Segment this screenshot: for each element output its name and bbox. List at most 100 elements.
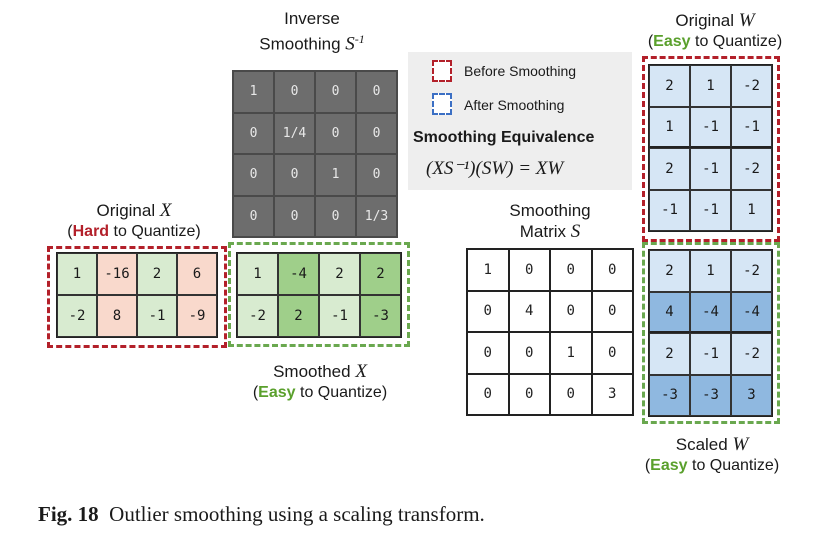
original-x-paren: ( [67, 223, 73, 240]
scaled-w-cell: 4 [649, 291, 690, 333]
original-x-cell: -16 [97, 253, 137, 295]
original-w-cell: 1 [649, 106, 690, 148]
smoothing-matrix-cell: 1 [550, 332, 592, 374]
inverse-smoothing-cell: 1 [315, 154, 356, 196]
original-w-title-line1: Original W [620, 10, 810, 31]
original-w-cell: -1 [690, 148, 731, 190]
inverse-smoothing-cell: 0 [356, 71, 397, 113]
original-x-cell: 8 [97, 295, 137, 337]
smoothed-x-paren: ( [252, 384, 259, 401]
scaled-w-difficulty: Easy [650, 457, 688, 474]
smoothed-x-cell: -3 [360, 295, 401, 337]
original-x-before-outline [47, 246, 227, 348]
inverse-smoothing-symbol: S [345, 33, 355, 55]
smoothed-x-symbol: X [355, 361, 367, 382]
original-w-matrix: 2 1 -2 1 -1 -1 2 -1 -2 -1 -1 1 [648, 64, 773, 232]
original-w-cell: -2 [731, 148, 772, 190]
original-w-cell: 2 [649, 148, 690, 190]
after-smoothing-label: After Smoothing [464, 97, 565, 113]
smoothing-matrix-cell: 4 [508, 290, 550, 332]
smoothing-matrix-cell: 0 [467, 332, 509, 374]
original-x-cell: 1 [57, 253, 97, 295]
inverse-smoothing-cell: 0 [233, 154, 274, 196]
smoothing-matrix-cell: 0 [591, 249, 633, 291]
smoothed-x-title: Smoothed X (Easy to Quantize) [220, 361, 420, 403]
smoothing-equation: (XS⁻¹)(SW) = XW [426, 158, 564, 179]
before-smoothing-label: Before Smoothing [464, 63, 577, 79]
original-x-title-line1: Original X [34, 200, 234, 221]
smoothed-x-cell: 2 [278, 295, 319, 337]
inverse-smoothing-title-line2-wrap: Smoothing S-1 [232, 29, 392, 55]
inverse-smoothing-cell: 0 [315, 71, 356, 113]
smoothed-x-cell: -1 [319, 295, 360, 337]
inverse-smoothing-title: Inverse Smoothing S-1 [232, 8, 392, 55]
original-w-cell: -1 [690, 189, 731, 231]
original-x-difficulty: Hard [72, 223, 110, 240]
smoothed-x-suffix: to Quantize) [295, 384, 388, 401]
original-w-title: Original W (Easy to Quantize) [620, 10, 810, 52]
smoothed-x-matrix: 1 -4 2 2 -2 2 -1 -3 [236, 252, 402, 338]
smoothing-matrix-cell: 0 [550, 290, 592, 332]
inverse-smoothing-cell: 1/3 [356, 195, 397, 237]
original-w-cell: -1 [731, 106, 772, 148]
inverse-smoothing-cell: 0 [233, 195, 274, 237]
scaled-w-cell: -4 [690, 291, 731, 333]
scaled-w-title: Scaled W (Easy to Quantize) [612, 434, 812, 476]
original-x-matrix: 1 -16 2 6 -2 8 -1 -9 [56, 252, 218, 338]
scaled-w-cell: 3 [731, 374, 772, 416]
smoothing-matrix-symbol: S [570, 221, 581, 242]
original-x-cell: 6 [177, 253, 217, 295]
after-smoothing-swatch [432, 93, 452, 115]
smoothed-x-cell: 2 [319, 253, 360, 295]
scaled-w-cell: 2 [649, 250, 690, 292]
inverse-smoothing-cell: 1/4 [274, 112, 315, 154]
scaled-w-symbol: W [732, 434, 749, 455]
original-w-suffix: to Quantize) [690, 33, 783, 50]
original-w-cell: -1 [690, 106, 731, 148]
scaled-w-matrix: 2 1 -2 4 -4 -4 2 -1 -2 -3 -3 3 [648, 249, 773, 417]
smoothing-matrix-cell: 1 [467, 249, 509, 291]
original-w-before-outline [642, 56, 780, 242]
smoothing-matrix-cell: 0 [508, 249, 550, 291]
original-x-title-text: Original [96, 201, 160, 220]
original-x-subtitle: (Hard to Quantize) [34, 221, 234, 242]
scaled-w-cell: -3 [690, 374, 731, 416]
smoothing-matrix-title-line1: Smoothing [509, 201, 591, 220]
smoothing-matrix-title-line2-wrap: Matrix S [470, 221, 630, 242]
scaled-w-cell: -2 [731, 250, 772, 292]
scaled-w-suffix: to Quantize) [687, 457, 780, 474]
inverse-smoothing-matrix: 1 0 0 0 0 1/4 0 0 0 0 1 0 0 0 0 1/3 [232, 70, 398, 238]
smoothing-matrix-cell: 0 [508, 332, 550, 374]
inverse-smoothing-title-line1: Inverse [284, 9, 340, 28]
original-w-cell: 1 [731, 189, 772, 231]
original-x-cell: 2 [137, 253, 177, 295]
original-w-cell: -1 [649, 189, 690, 231]
smoothed-x-cell: -2 [237, 295, 278, 337]
original-x-symbol: X [159, 200, 172, 221]
scaled-w-cell: -1 [690, 333, 731, 375]
before-smoothing-swatch [432, 60, 452, 82]
smoothing-matrix-cell: 3 [591, 373, 633, 415]
smoothed-x-title-line1: Smoothed X [220, 361, 420, 382]
inverse-smoothing-title-line2: Smoothing [259, 34, 346, 54]
scaled-w-after-outline [642, 242, 780, 424]
scaled-w-paren: ( [644, 457, 651, 474]
scaled-w-subtitle: (Easy to Quantize) [612, 455, 812, 476]
smoothing-matrix-cell: 0 [467, 290, 509, 332]
inverse-smoothing-cell: 0 [356, 112, 397, 154]
smoothing-equivalence-title: Smoothing Equivalence [413, 129, 595, 146]
smoothed-x-subtitle: (Easy to Quantize) [220, 382, 420, 403]
original-x-cell: -2 [57, 295, 97, 337]
original-w-subtitle: (Easy to Quantize) [620, 31, 810, 52]
scaled-w-cell: -4 [731, 291, 772, 333]
scaled-w-cell: 2 [649, 333, 690, 375]
inverse-smoothing-cell: 1 [233, 71, 274, 113]
smoothed-x-difficulty: Easy [258, 384, 296, 401]
scaled-w-cell: -3 [649, 374, 690, 416]
scaled-w-cell: 1 [690, 250, 731, 292]
inverse-smoothing-cell: 0 [274, 195, 315, 237]
inverse-smoothing-cell: 0 [274, 71, 315, 113]
smoothing-matrix-cell: 0 [550, 249, 592, 291]
original-w-title-text: Original [675, 11, 739, 30]
